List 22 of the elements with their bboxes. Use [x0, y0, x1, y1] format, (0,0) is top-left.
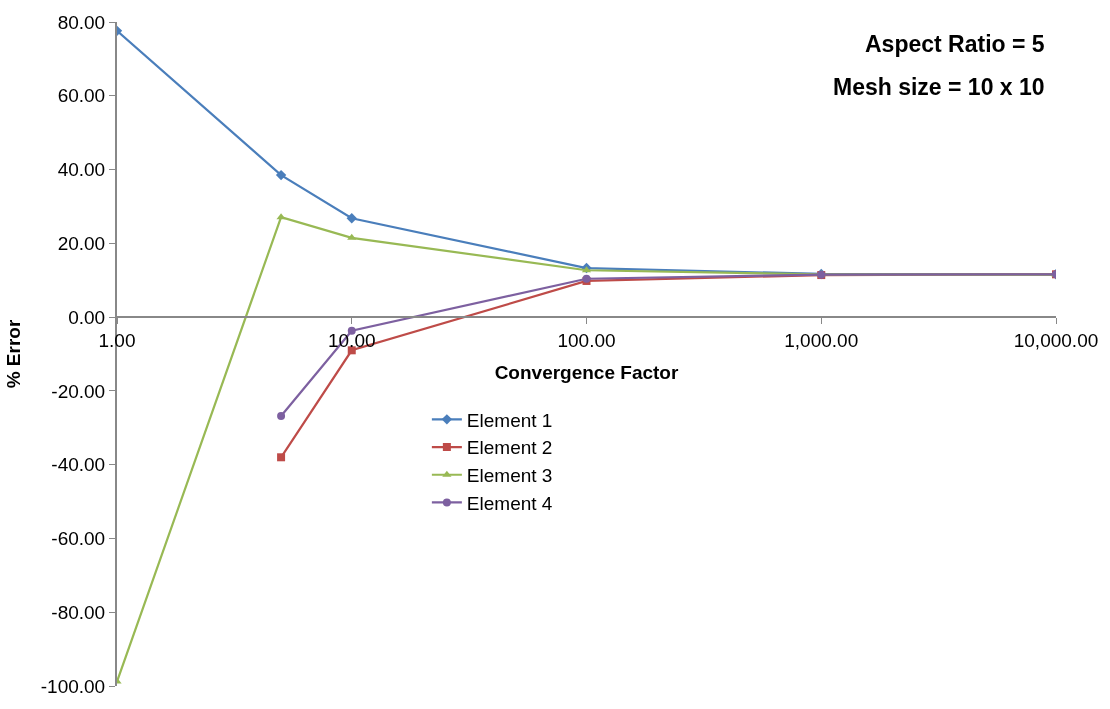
- legend-label: Element 2: [466, 437, 553, 459]
- y-tick-label: -100.00: [40, 675, 106, 697]
- annotation: Aspect Ratio = 5: [865, 31, 1045, 57]
- y-tick-label: 40.00: [57, 159, 106, 181]
- y-tick-label: -60.00: [51, 528, 106, 550]
- y-tick-label: 0.00: [68, 306, 106, 328]
- y-tick-label: 60.00: [57, 85, 106, 107]
- x-tick-label: 1,000.00: [784, 329, 859, 351]
- x-tick-label: 100.00: [557, 329, 616, 351]
- legend-label: Element 3: [466, 465, 553, 487]
- y-tick-label: 80.00: [57, 11, 106, 33]
- y-tick-label: -40.00: [51, 454, 106, 476]
- x-tick-label: 1.00: [98, 329, 136, 351]
- annotation: Mesh size = 10 x 10: [833, 74, 1045, 100]
- x-axis-title: Convergence Factor: [494, 362, 679, 384]
- x-tick-label: 10,000.00: [1013, 329, 1099, 351]
- y-axis-title: % Error: [3, 319, 25, 389]
- y-tick-label: -80.00: [51, 601, 106, 623]
- legend-label: Element 1: [466, 409, 553, 431]
- legend-label: Element 4: [466, 492, 553, 514]
- y-tick-label: 20.00: [57, 232, 106, 254]
- y-tick-label: -20.00: [51, 380, 106, 402]
